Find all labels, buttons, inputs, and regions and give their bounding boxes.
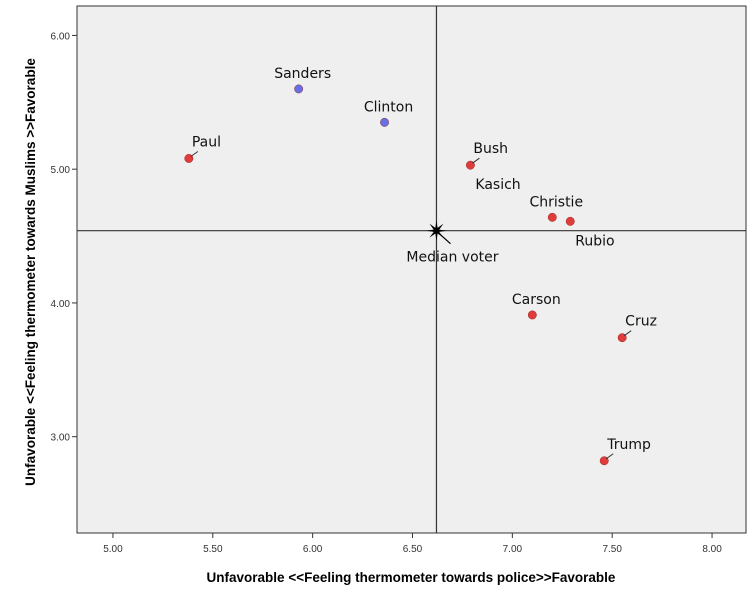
point-leader-line <box>605 453 614 460</box>
y-tick-label: 4.00 <box>51 299 71 310</box>
point-label: Carson <box>512 292 561 308</box>
median-voter-label: Median voter <box>406 250 498 266</box>
point-leader-line <box>190 151 199 157</box>
point-marker <box>547 212 557 222</box>
x-tick-label: 5.00 <box>103 544 123 555</box>
x-tick-label: 8.00 <box>702 544 722 555</box>
point-leader-line <box>623 330 632 337</box>
point-label: Kasich <box>475 177 520 193</box>
x-tick-label: 7.00 <box>503 544 523 555</box>
reference-lines <box>77 6 746 533</box>
x-tick-label: 6.00 <box>303 544 323 555</box>
point-leader-line <box>472 157 480 164</box>
y-axis-ticks: 3.00 4.00 5.00 6.00 <box>51 31 77 444</box>
x-axis-ticks: 5.00 5.50 6.00 6.50 7.00 7.50 8.00 <box>103 533 722 555</box>
data-points: Sanders Clinton Paul Bush Kasich Christie Rubi… <box>184 66 657 466</box>
y-tick-label: 6.00 <box>51 31 71 42</box>
point-marker <box>380 117 389 127</box>
median-voter-leader-line <box>440 234 451 245</box>
median-voter-marker: Median voter <box>406 220 499 266</box>
point-label: Paul <box>192 134 221 150</box>
y-tick-label: 3.00 <box>51 433 71 444</box>
x-axis-title: Unfavorable <<Feeling thermometer toward… <box>207 570 616 585</box>
y-tick-label: 5.00 <box>51 165 71 176</box>
point-label: Clinton <box>364 99 413 115</box>
point-label: Cruz <box>625 314 657 330</box>
point-label: Trump <box>606 437 651 453</box>
y-axis-title: Unfavorable <<Feeling thermometer toward… <box>23 58 38 486</box>
point-marker <box>294 84 304 94</box>
point-label: Bush <box>473 141 508 157</box>
x-tick-label: 5.50 <box>203 544 223 555</box>
plot-background <box>76 5 747 534</box>
point-label: Sanders <box>274 66 331 82</box>
point-label: Rubio <box>575 233 614 249</box>
point-marker <box>565 216 575 226</box>
x-tick-label: 7.50 <box>602 544 622 555</box>
x-tick-label: 6.50 <box>403 544 423 555</box>
point-marker <box>527 310 537 320</box>
point-label: Christie <box>529 194 583 210</box>
